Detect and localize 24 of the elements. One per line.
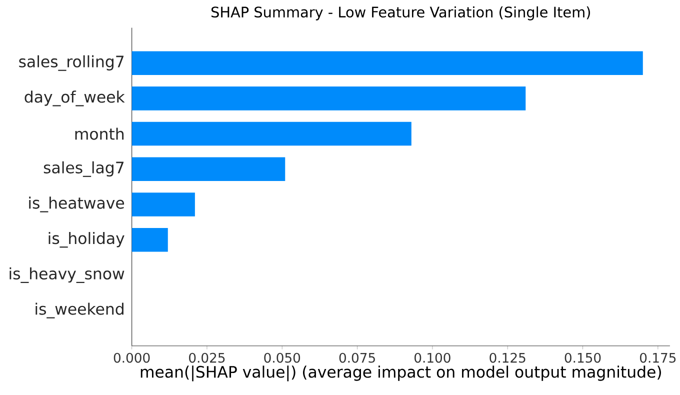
y-tick-label: month	[75, 128, 124, 140]
x-tick-label: 0.125	[490, 352, 526, 363]
y-tick-label: is_heavy_snow	[10, 267, 124, 283]
y-tick-label: sales_rolling7	[19, 55, 124, 71]
bar	[132, 86, 526, 110]
x-tick-label: 0.000	[114, 352, 150, 363]
x-tick-label: 0.100	[414, 352, 450, 363]
y-tick-label: is_weekend	[36, 302, 124, 318]
y-tick-label: is_heatwave	[29, 196, 124, 212]
x-tick-label: 0.025	[189, 352, 225, 363]
chart-title: SHAP Summary - Low Feature Variation (Single Item)	[211, 6, 590, 20]
bar	[132, 192, 195, 216]
bar	[132, 228, 168, 252]
x-tick-label: 0.150	[564, 352, 601, 363]
bar	[132, 122, 412, 146]
x-tick-label: 0.175	[640, 352, 676, 363]
x-tick-label: 0.075	[339, 352, 375, 363]
x-axis-title: mean(|SHAP value|) (average impact on model output magnitude)	[140, 365, 661, 382]
y-tick-label: sales_lag7	[44, 161, 124, 177]
y-tick-label: is_holiday	[48, 232, 124, 248]
x-tick-label: 0.050	[264, 352, 300, 363]
bar	[132, 157, 286, 181]
bar	[132, 51, 643, 75]
y-tick-label: day_of_week	[24, 90, 125, 106]
